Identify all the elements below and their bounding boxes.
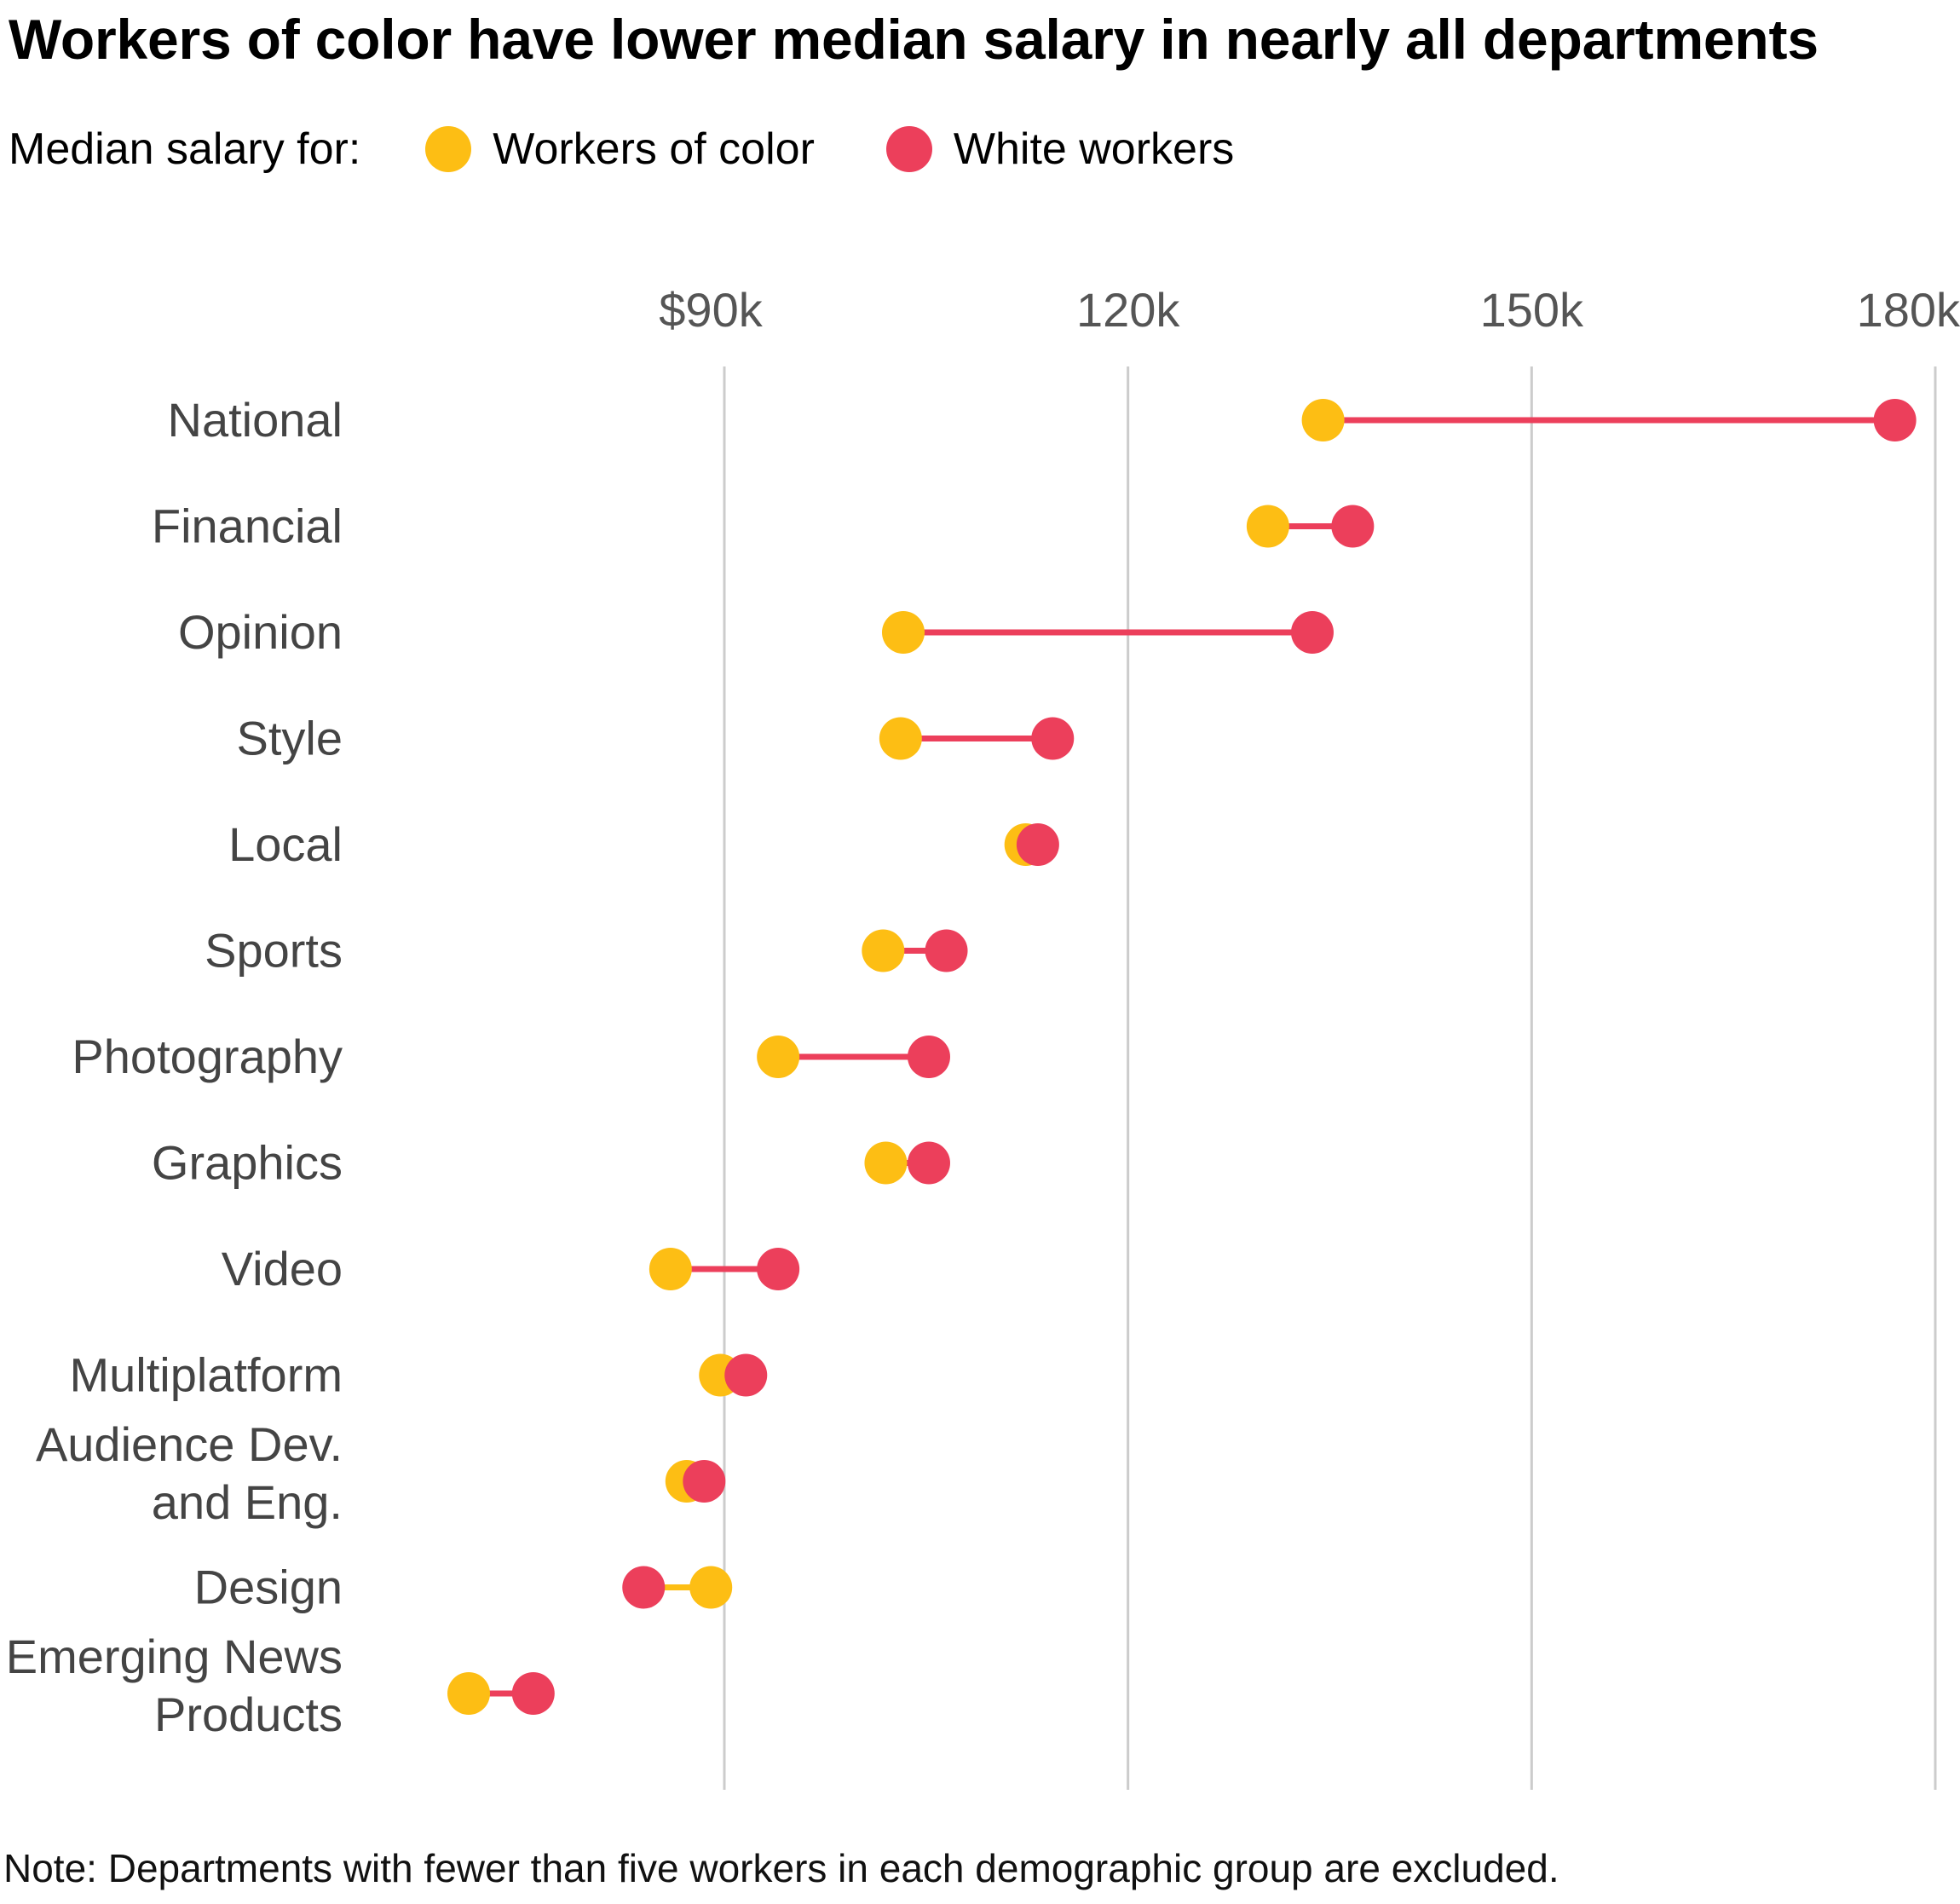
legend-swatch-white-workers xyxy=(885,126,932,172)
chart-note: Note: Departments with fewer than five w… xyxy=(3,1846,1559,1890)
category-label: Local xyxy=(228,817,343,871)
category-label: Emerging News xyxy=(6,1630,343,1683)
point-white-workers xyxy=(1031,717,1075,760)
category-label: Products xyxy=(154,1688,343,1741)
legend-item-workers-of-color: Workers of color xyxy=(360,124,815,175)
point-workers-of-color xyxy=(862,929,905,972)
point-white-workers xyxy=(1290,611,1334,654)
x-tick-label: 120k xyxy=(1076,283,1180,337)
category-label: Design xyxy=(194,1561,343,1614)
legend-label-white-workers: White workers xyxy=(953,124,1235,174)
category-label: Graphics xyxy=(152,1136,343,1190)
category-label: and Eng. xyxy=(152,1475,343,1529)
x-tick-label: 150k xyxy=(1480,283,1584,337)
point-workers-of-color xyxy=(1246,505,1289,548)
point-white-workers xyxy=(1016,823,1059,866)
category-label: Opinion xyxy=(178,605,343,659)
point-workers-of-color xyxy=(881,611,925,654)
category-label: Sports xyxy=(205,924,343,978)
category-label: Video xyxy=(222,1242,343,1295)
legend: Median salary for: Workers of color Whit… xyxy=(9,118,1234,181)
point-white-workers xyxy=(683,1460,726,1503)
x-tick-label: 180k xyxy=(1857,283,1960,337)
point-white-workers xyxy=(1331,505,1375,548)
category-label: Photography xyxy=(72,1030,343,1083)
point-white-workers xyxy=(907,1141,950,1185)
point-workers-of-color xyxy=(879,717,922,760)
category-label: Audience Dev. xyxy=(36,1417,343,1471)
chart-title: Workers of color have lower median salar… xyxy=(9,8,1819,71)
point-white-workers xyxy=(925,929,968,972)
point-white-workers xyxy=(907,1036,950,1078)
category-label: Financial xyxy=(152,499,343,553)
dot-plot-chart: $90k 120k 150k 180k National Financial Opinion… xyxy=(6,283,1960,1790)
point-workers-of-color xyxy=(757,1036,800,1078)
point-workers-of-color xyxy=(447,1672,491,1715)
point-workers-of-color xyxy=(1301,399,1345,441)
point-white-workers xyxy=(724,1353,768,1397)
point-workers-of-color xyxy=(689,1566,733,1609)
point-white-workers xyxy=(1873,399,1917,441)
legend-item-white-workers: White workers xyxy=(815,124,1234,175)
category-label: National xyxy=(168,393,343,447)
x-tick-label: $90k xyxy=(659,283,763,337)
legend-prefix: Median salary for: xyxy=(9,124,361,174)
category-label: Style xyxy=(237,712,343,765)
category-label: Multiplatform xyxy=(69,1348,343,1402)
point-white-workers xyxy=(511,1672,555,1715)
legend-label-workers-of-color: Workers of color xyxy=(493,124,815,174)
point-white-workers xyxy=(757,1248,800,1290)
point-white-workers xyxy=(622,1566,666,1609)
point-workers-of-color xyxy=(864,1141,908,1185)
point-workers-of-color xyxy=(649,1248,692,1290)
legend-swatch-workers-of-color xyxy=(425,126,472,172)
